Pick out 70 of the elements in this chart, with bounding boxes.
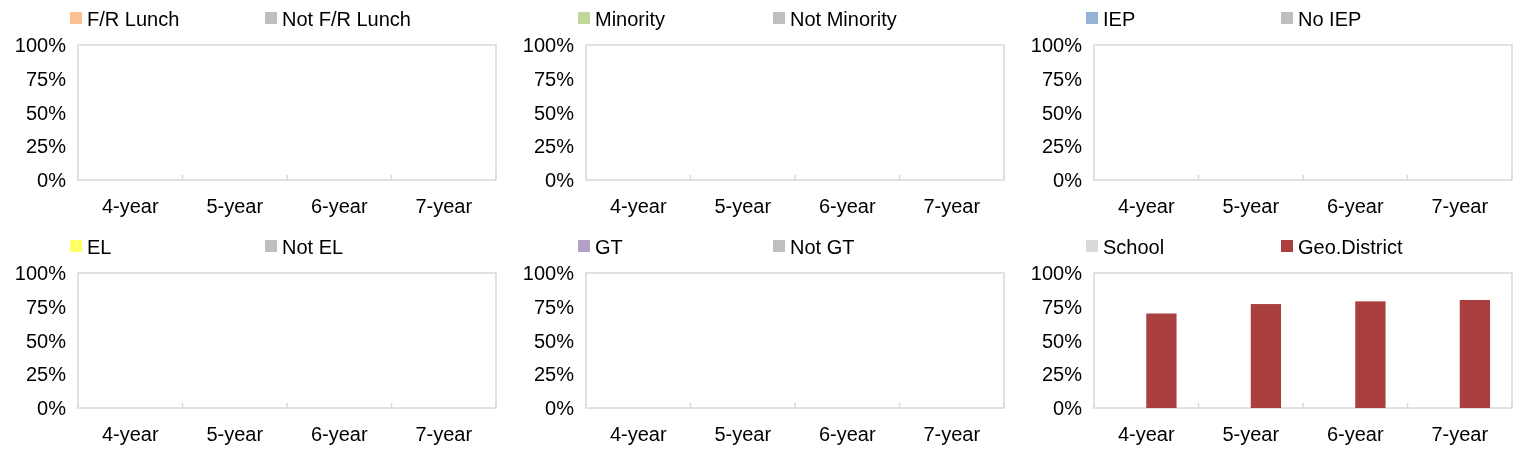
x-tick-label: 4-year (101, 423, 159, 445)
y-tick-label: 0% (545, 169, 575, 191)
y-tick-label: 50% (1041, 329, 1083, 352)
y-tick-label: 50% (533, 101, 575, 124)
y-tick-label: 100% (1030, 34, 1083, 56)
y-tick-label: 25% (25, 135, 67, 158)
x-tick-label: 6-year (1326, 423, 1384, 445)
x-tick-label: 6-year (818, 195, 876, 217)
x-tick-label: 4-year (609, 423, 667, 445)
x-tick-label: 4-year (101, 195, 159, 217)
bar (1459, 300, 1491, 408)
y-tick-label: 50% (1041, 101, 1083, 124)
x-tick-label: 6-year (818, 423, 876, 445)
y-tick-label: 50% (25, 329, 67, 352)
legend-label: EL (87, 236, 112, 258)
bar (1250, 304, 1282, 408)
legend-label: Geo.District (1298, 236, 1403, 258)
y-tick-label: 25% (533, 363, 575, 386)
y-tick-label: 0% (37, 397, 67, 419)
y-tick-label: 25% (533, 135, 575, 158)
x-tick-label: 7-year (1431, 423, 1489, 445)
y-tick-label: 25% (1041, 135, 1083, 158)
x-tick-label: 5-year (206, 423, 264, 445)
x-tick-label: 4-year (1117, 195, 1175, 217)
x-tick-label: 7-year (415, 195, 473, 217)
y-tick-label: 100% (522, 262, 575, 284)
y-tick-label: 0% (545, 397, 575, 419)
y-tick-label: 100% (1030, 262, 1083, 284)
x-tick-label: 6-year (310, 195, 368, 217)
x-tick-label: 5-year (206, 195, 264, 217)
x-tick-label: 6-year (310, 423, 368, 445)
x-tick-label: 5-year (1222, 423, 1280, 445)
x-tick-label: 4-year (1117, 423, 1175, 445)
legend-label: Minority (595, 8, 666, 30)
x-tick-label: 5-year (714, 195, 772, 217)
bar (1355, 301, 1386, 408)
y-tick-label: 50% (533, 329, 575, 352)
x-tick-label: 7-year (923, 195, 981, 217)
y-tick-label: 100% (14, 34, 67, 56)
y-tick-label: 100% (522, 34, 575, 56)
y-tick-label: 0% (1053, 397, 1083, 419)
legend-label: Not EL (282, 236, 344, 258)
y-tick-label: 0% (1053, 169, 1083, 191)
legend-label: F/R Lunch (87, 8, 180, 30)
y-tick-label: 100% (14, 262, 67, 284)
x-tick-label: 7-year (1431, 195, 1489, 217)
x-tick-label: 6-year (1326, 195, 1384, 217)
y-tick-label: 75% (1041, 67, 1083, 90)
legend-label: IEP (1103, 8, 1136, 30)
x-tick-label: 7-year (923, 423, 981, 445)
bar (1146, 313, 1177, 408)
y-tick-label: 25% (1041, 363, 1083, 386)
x-tick-label: 5-year (1222, 195, 1280, 217)
y-tick-label: 25% (25, 363, 67, 386)
y-tick-label: 75% (1041, 295, 1083, 318)
legend-label: Not F/R Lunch (282, 8, 411, 30)
legend-label: School (1103, 236, 1165, 258)
legend-label: Not Minority (790, 8, 897, 30)
x-tick-label: 4-year (609, 195, 667, 217)
y-tick-label: 50% (25, 101, 67, 124)
x-tick-label: 7-year (415, 423, 473, 445)
y-tick-label: 75% (533, 295, 575, 318)
y-tick-label: 75% (533, 67, 575, 90)
y-tick-label: 75% (25, 67, 67, 90)
legend-label: No IEP (1298, 8, 1362, 30)
x-tick-label: 5-year (714, 423, 772, 445)
y-tick-label: 0% (37, 169, 67, 191)
legend-label: GT (595, 236, 623, 258)
y-tick-label: 75% (25, 295, 67, 318)
legend-label: Not GT (790, 236, 855, 258)
